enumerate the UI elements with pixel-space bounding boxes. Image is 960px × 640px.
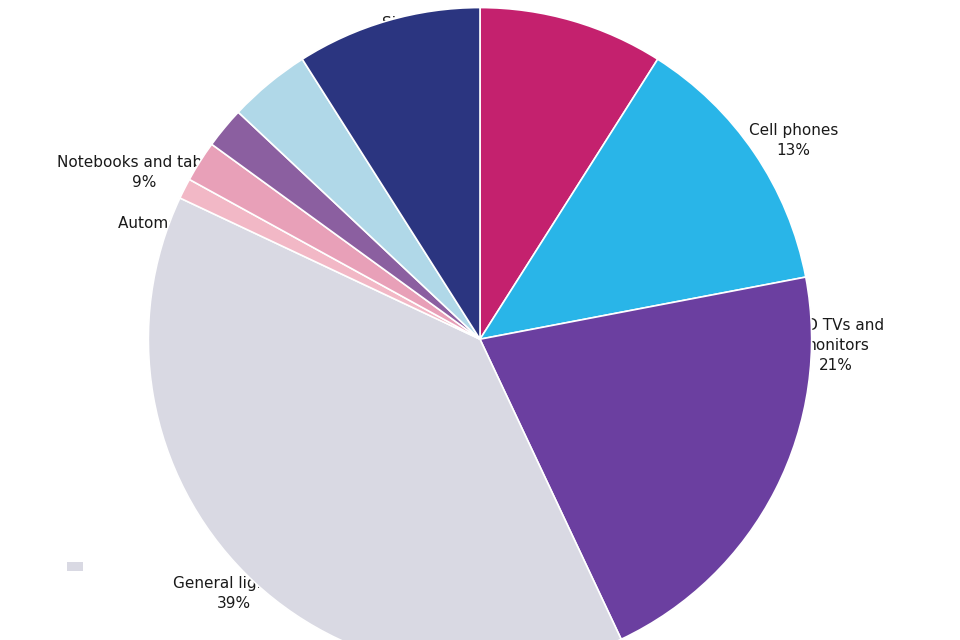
Wedge shape	[480, 59, 805, 339]
FancyBboxPatch shape	[643, 137, 659, 145]
Text: Cell phones
13%: Cell phones 13%	[749, 124, 838, 158]
Text: Automotive lighting
4%: Automotive lighting 4%	[118, 216, 269, 251]
Wedge shape	[302, 8, 480, 339]
Wedge shape	[212, 112, 480, 339]
Wedge shape	[180, 179, 480, 339]
Wedge shape	[149, 198, 621, 640]
Text: Other displays
2%: Other displays 2%	[187, 261, 298, 296]
FancyBboxPatch shape	[341, 346, 356, 355]
FancyBboxPatch shape	[322, 308, 337, 316]
Wedge shape	[189, 144, 480, 339]
Wedge shape	[480, 277, 811, 639]
FancyBboxPatch shape	[322, 57, 337, 65]
Text: Personal lighting
2%: Personal lighting 2%	[189, 303, 317, 337]
Wedge shape	[480, 8, 658, 339]
FancyBboxPatch shape	[302, 266, 318, 275]
Text: Signs and large displays
9%: Signs and large displays 9%	[382, 17, 568, 51]
Wedge shape	[238, 59, 480, 339]
FancyBboxPatch shape	[682, 329, 697, 337]
Text: General lighting
39%: General lighting 39%	[173, 576, 296, 611]
FancyBboxPatch shape	[274, 221, 289, 230]
Text: Notebooks and tablets
9%: Notebooks and tablets 9%	[58, 156, 230, 190]
Text: LCD TVs and
monitors
21%: LCD TVs and monitors 21%	[787, 318, 884, 373]
FancyBboxPatch shape	[67, 563, 83, 571]
Text: Projectors
1%: Projectors 1%	[259, 341, 336, 376]
FancyBboxPatch shape	[235, 161, 251, 170]
